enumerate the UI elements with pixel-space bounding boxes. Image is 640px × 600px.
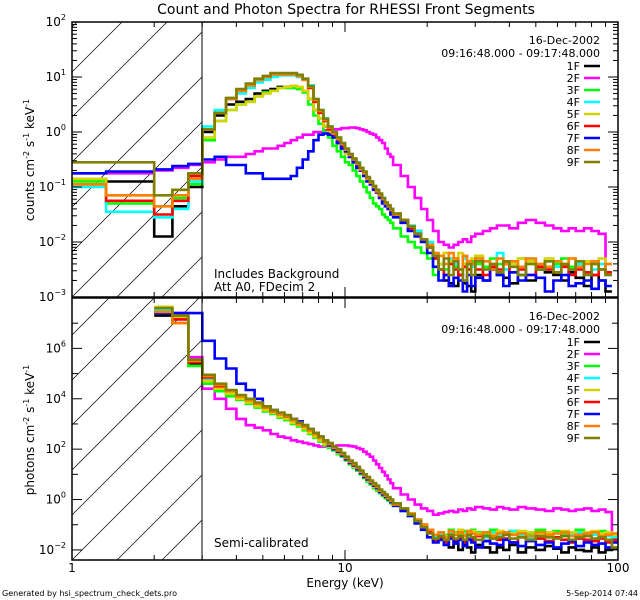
legend-label: 1F	[567, 336, 580, 349]
legend-label: 5F	[567, 108, 580, 121]
series-9F	[154, 306, 618, 549]
series-4F	[154, 308, 618, 539]
series-5F	[154, 305, 618, 538]
hatch-line	[72, 166, 202, 297]
series-3F	[154, 309, 618, 538]
y-tick-label: 100	[46, 491, 66, 507]
count-spectrum-panel: 102 101 100 10−1 10−2 10−3 counts cm-2 s-1 ke…	[0, 0, 619, 304]
series-7F	[154, 311, 618, 549]
y-tick-label: 101	[46, 68, 66, 84]
series-1F	[154, 314, 618, 554]
y-tick-label: 10−2	[39, 233, 66, 249]
y-tick-label: 10−1	[39, 178, 66, 194]
date-label-top: 16-Dec-2002	[529, 34, 600, 47]
hatch-line	[72, 429, 202, 560]
hatch-line	[72, 22, 78, 28]
legend-label: 7F	[567, 408, 580, 421]
series-2F	[72, 126, 612, 266]
y-tick-label: 102	[46, 13, 66, 29]
y-tick-label: 10−3	[39, 288, 66, 304]
footer-generated-by: Generated by hsi_spectrum_check_dets.pro	[2, 589, 177, 598]
legend-label: 4F	[567, 96, 580, 109]
hatch-line	[297, 260, 597, 560]
y-tick-label: 102	[46, 440, 66, 456]
note-attenuator: Att A0, FDecim 2	[214, 280, 315, 294]
hatch-line	[161, 519, 202, 560]
legend-label: 9F	[567, 156, 580, 169]
hatch-line	[72, 298, 200, 426]
legend-label: 4F	[567, 372, 580, 385]
hatch-line	[477, 260, 640, 560]
y-tick-label: 10−2	[39, 541, 66, 557]
hatch-line	[252, 260, 552, 560]
hatch-line	[342, 260, 640, 560]
hatch-line	[72, 298, 110, 336]
y-axis-label-counts: counts cm-2 s-1 keV-1	[22, 99, 37, 221]
x-tick-label: 10	[337, 561, 352, 575]
hatch-line	[72, 31, 202, 163]
hatch-line	[72, 298, 155, 381]
legend-label: 2F	[567, 72, 580, 85]
date-label-bottom: 16-Dec-2002	[529, 310, 600, 323]
y-axis-label-photons: photons cm-2 s-1 keV-1	[22, 365, 37, 496]
time-range-top: 09:16:48.000 - 09:17:48.000	[441, 47, 600, 60]
x-tick-label: 100	[607, 561, 630, 575]
x-axis-label: Energy (keV)	[306, 576, 383, 590]
legend-label: 1F	[567, 60, 580, 73]
chart-title: Count and Photon Spectra for RHESSI Fron…	[157, 2, 535, 18]
hatch-line	[72, 22, 168, 118]
hatch-line	[72, 339, 202, 471]
excluded-region-hatch-bottom	[0, 260, 640, 560]
legend-label: 5F	[567, 384, 580, 397]
legend-label: 6F	[567, 396, 580, 409]
hatch-line	[161, 256, 202, 297]
note-background: Includes Background	[214, 267, 339, 281]
legend-label: 8F	[567, 420, 580, 433]
legend-label: 6F	[567, 120, 580, 133]
y-tick-label: 104	[46, 390, 66, 406]
legend-label: 2F	[567, 348, 580, 361]
hatch-line	[72, 76, 202, 208]
hatch-line	[116, 474, 202, 560]
x-tick-label: 1	[68, 561, 76, 575]
hatch-line	[0, 260, 12, 560]
y-tick-label: 100	[46, 123, 66, 139]
time-range-bottom: 09:16:48.000 - 09:17:48.000	[441, 323, 600, 336]
series-8F	[154, 310, 618, 539]
footer-timestamp: 5-Sep-2014 07:44	[566, 589, 638, 598]
hatch-line	[0, 0, 12, 297]
note-semicalibrated: Semi-calibrated	[214, 536, 309, 550]
legend-label: 9F	[567, 432, 580, 445]
legend-label: 7F	[567, 132, 580, 145]
series-6F	[154, 310, 618, 544]
hatch-line	[432, 260, 640, 560]
hatch-line	[116, 211, 202, 297]
hatch-line	[387, 260, 640, 560]
legend-label: 8F	[567, 144, 580, 157]
plot-frame-bottom	[71, 297, 619, 561]
hatch-line	[72, 22, 123, 73]
series-9F	[72, 71, 612, 282]
hatch-line	[252, 0, 552, 297]
series-2F	[154, 309, 618, 537]
legend-label: 3F	[567, 84, 580, 97]
y-tick-label: 106	[46, 339, 66, 355]
hatch-line	[207, 260, 507, 560]
legend-label: 3F	[567, 360, 580, 373]
hatch-line	[72, 384, 202, 516]
hatch-line	[522, 260, 640, 560]
